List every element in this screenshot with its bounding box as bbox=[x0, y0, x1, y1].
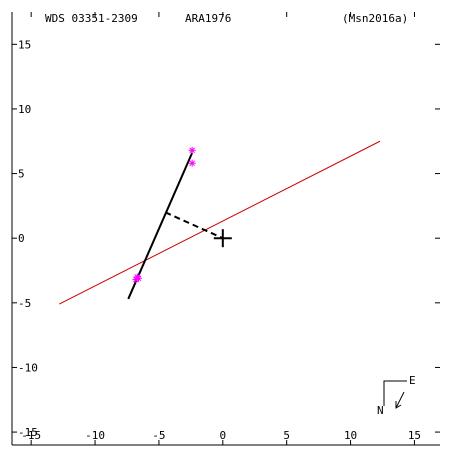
compass-arms bbox=[383, 380, 407, 406]
primary-star-marker bbox=[213, 229, 232, 248]
observation-point bbox=[132, 276, 140, 284]
y-tick-label: -5 bbox=[18, 297, 31, 310]
observation-stroke bbox=[133, 276, 139, 283]
compass-arrow bbox=[395, 391, 405, 409]
compass: N E bbox=[377, 374, 416, 417]
compass-east-label: E bbox=[409, 374, 416, 387]
compass-arrow-head bbox=[395, 401, 402, 409]
observation-point bbox=[188, 159, 196, 167]
periastron-line bbox=[164, 211, 224, 240]
y-tick-label: -15 bbox=[18, 426, 38, 439]
y-tick-label: -10 bbox=[18, 361, 38, 374]
x-tick-label: 10 bbox=[344, 429, 357, 442]
x-tick-label: -5 bbox=[152, 429, 165, 442]
x-tick-label: -15 bbox=[21, 429, 41, 442]
compass-north-label: N bbox=[377, 404, 384, 417]
observation-stroke bbox=[189, 147, 195, 154]
x-tick-label: -10 bbox=[85, 429, 105, 442]
header-discoverer: ARA1976 bbox=[185, 12, 231, 25]
x-tick-label: 0 bbox=[219, 429, 226, 442]
y-tick-label: 15 bbox=[18, 38, 31, 51]
x-tick-label: 5 bbox=[283, 429, 290, 442]
observation-stroke bbox=[189, 160, 195, 167]
x-tick-label: 15 bbox=[408, 429, 421, 442]
header-wds-id: WDS 03351-2309 bbox=[45, 12, 138, 25]
node-line bbox=[59, 140, 381, 305]
y-tick-label: 5 bbox=[18, 168, 25, 181]
y-tick-label: 0 bbox=[18, 232, 25, 245]
y-tick-label: 10 bbox=[18, 103, 31, 116]
header-reference: (Msn2016a) bbox=[342, 12, 408, 25]
observation-point bbox=[188, 146, 196, 154]
data-marks bbox=[59, 140, 381, 305]
